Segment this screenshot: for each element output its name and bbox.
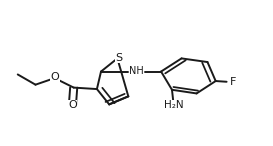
Text: NH: NH [129,66,144,76]
Text: S: S [115,53,122,63]
Text: F: F [230,77,237,87]
Text: H₂N: H₂N [164,100,183,110]
Text: O: O [50,72,59,82]
Text: O: O [68,100,77,110]
